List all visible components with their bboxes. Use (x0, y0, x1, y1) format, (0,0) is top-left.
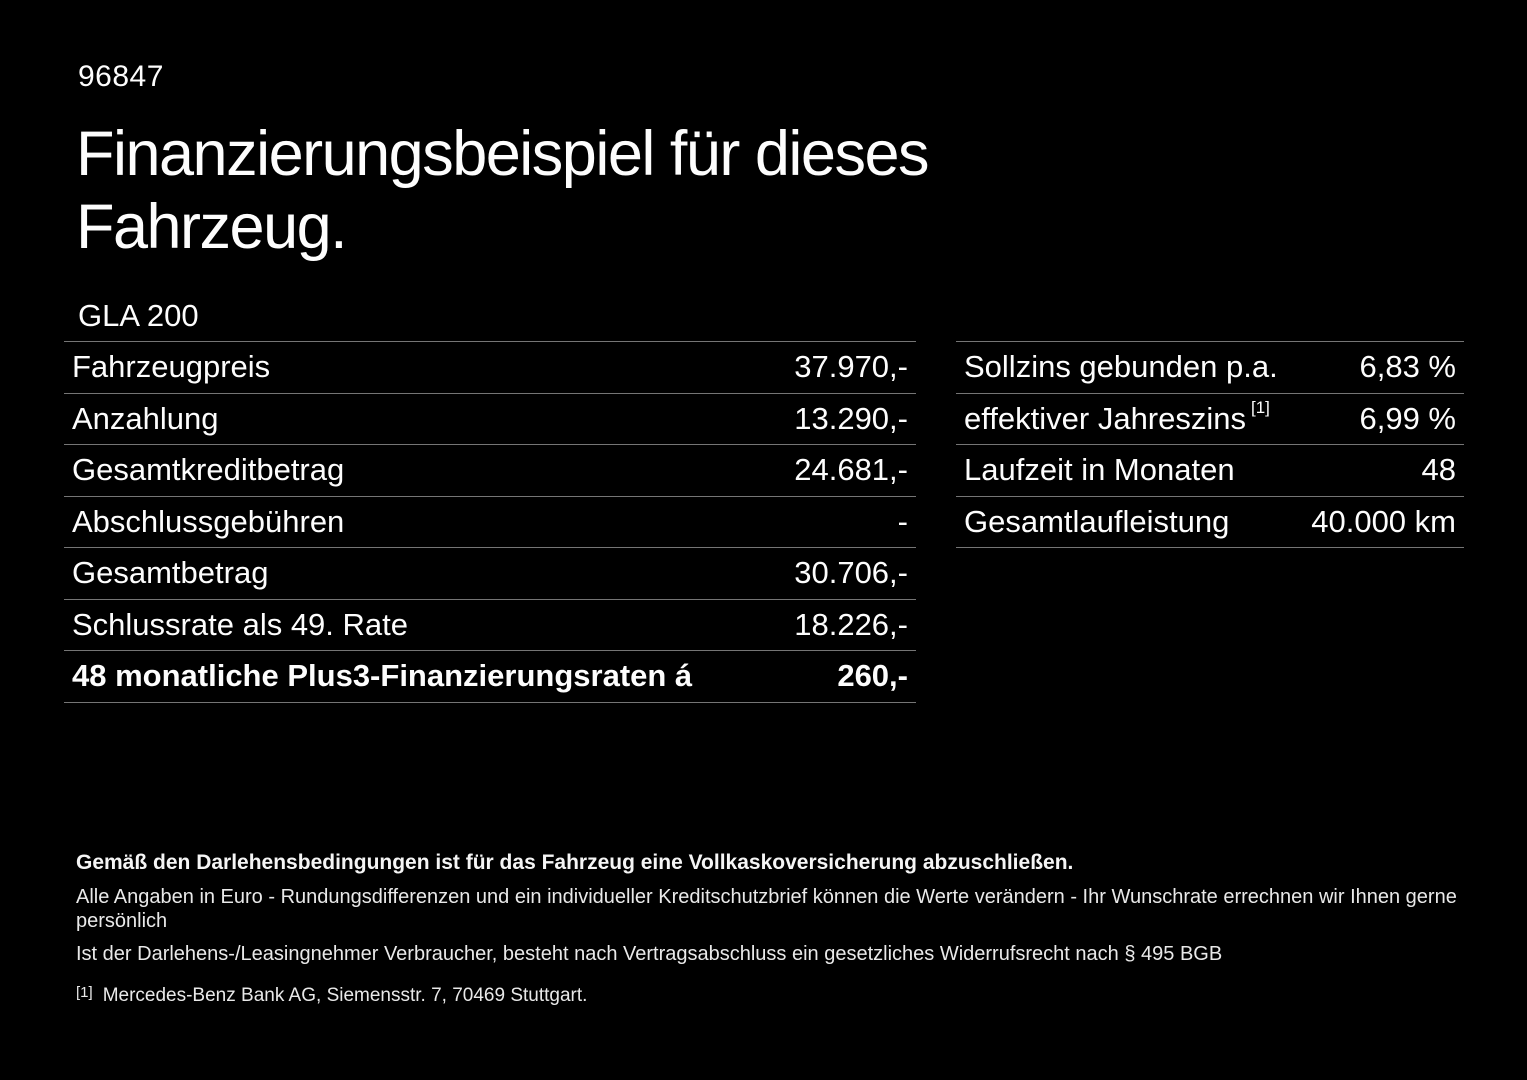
insurance-note: Gemäß den Darlehensbedingungen ist für d… (76, 851, 1074, 874)
row-value: 13.290,- (794, 400, 908, 436)
widerruf-note: Ist der Darlehens-/Leasingnehmer Verbrau… (76, 943, 1223, 966)
footnote-reference: [1] (1251, 398, 1270, 418)
table-row-fahrzeugpreis: Fahrzeugpreis 37.970,- (64, 342, 916, 394)
table-row-gesamtlaufleistung: Gesamtlaufleistung 40.000 km (956, 497, 1464, 548)
row-value: 260,- (837, 658, 908, 694)
row-label: Gesamtbetrag (72, 555, 269, 591)
euro-note: Alle Angaben in Euro - Rundungsdifferenz… (76, 886, 1457, 933)
table-row-effektiver-jahreszins: effektiver Jahreszins [1] 6,99 % (956, 394, 1464, 445)
row-label: Fahrzeugpreis (72, 349, 271, 385)
row-value: - (897, 503, 908, 539)
row-label-text: effektiver Jahreszins (964, 400, 1246, 436)
financing-table-left: Fahrzeugpreis 37.970,- Anzahlung 13.290,… (64, 341, 916, 703)
doc-number: 96847 (78, 60, 164, 93)
row-value: 48 (1421, 452, 1456, 488)
bank-footnote: [1] Mercedes-Benz Bank AG, Siemensstr. 7,… (76, 984, 1476, 1008)
table-row-anzahlung: Anzahlung 13.290,- (64, 394, 916, 445)
legal-footer: Gemäß den Darlehensbedingungen ist für d… (76, 850, 1476, 1027)
row-value: 37.970,- (794, 349, 908, 385)
financing-table-right: Sollzins gebunden p.a. 6,83 % effektiver… (956, 341, 1464, 548)
row-label: Sollzins gebunden p.a. (964, 349, 1278, 385)
footnote-text: Mercedes-Benz Bank AG, Siemensstr. 7, 70… (102, 985, 588, 1007)
row-value: 30.706,- (794, 555, 908, 591)
row-label: Laufzeit in Monaten (964, 452, 1235, 488)
vehicle-model-label: GLA 200 (78, 298, 199, 333)
row-value: 18.226,- (794, 606, 908, 642)
footnote-marker: [1] (76, 984, 93, 1002)
table-row-abschlussgebuehren: Abschlussgebühren - (64, 497, 916, 548)
row-value: 6,99 % (1359, 400, 1456, 436)
row-label: Abschlussgebühren (72, 503, 345, 539)
row-label: 48 monatliche Plus3-Finanzierungsraten á (72, 658, 693, 694)
row-value: 6,83 % (1359, 349, 1456, 385)
row-value: 40.000 km (1311, 503, 1456, 539)
table-row-monthly-rate: 48 monatliche Plus3-Finanzierungsraten á… (64, 651, 916, 703)
table-row-gesamtbetrag: Gesamtbetrag 30.706,- (64, 548, 916, 600)
row-label: Gesamtkreditbetrag (72, 452, 345, 488)
row-label: effektiver Jahreszins [1] (956, 398, 1270, 437)
row-label: Anzahlung (72, 400, 219, 436)
row-value: 24.681,- (794, 452, 908, 488)
table-row-gesamtkreditbetrag: Gesamtkreditbetrag 24.681,- (64, 445, 916, 497)
row-label: Gesamtlaufleistung (964, 503, 1230, 539)
table-row-sollzins: Sollzins gebunden p.a. 6,83 % (956, 342, 1464, 394)
row-label: Schlussrate als 49. Rate (72, 606, 409, 642)
table-row-schlussrate: Schlussrate als 49. Rate 18.226,- (64, 600, 916, 651)
page-title: Finanzierungsbeispiel für dieses Fahrzeu… (76, 119, 930, 262)
table-row-laufzeit: Laufzeit in Monaten 48 (956, 445, 1464, 497)
